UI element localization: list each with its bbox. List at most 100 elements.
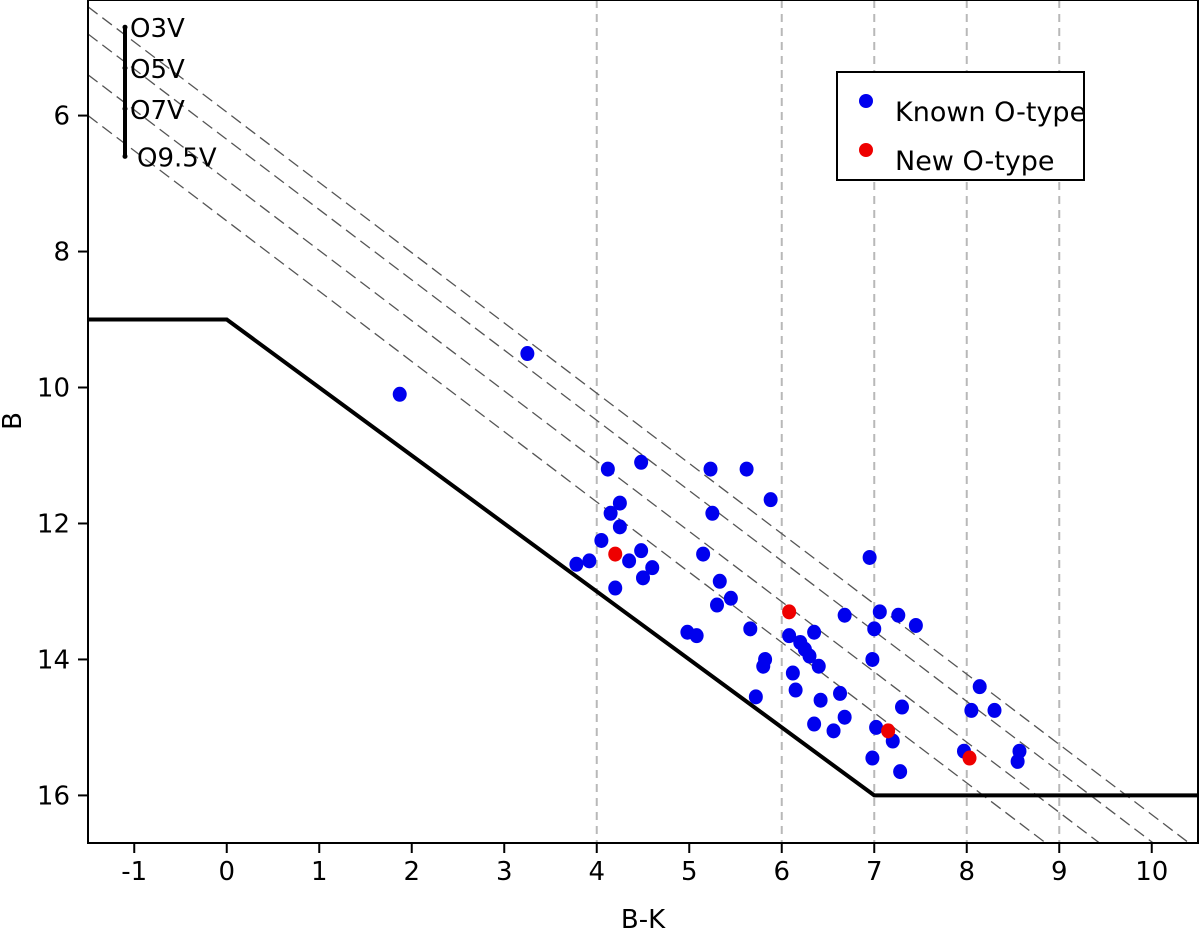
known-o-type-point [582, 553, 597, 569]
known-o-type-point [908, 617, 923, 633]
new-o-type-point [881, 723, 896, 739]
y-tick-label: 6 [53, 102, 70, 132]
known-o-type-point [634, 454, 649, 470]
known-o-type-point [782, 628, 797, 644]
legend: Known O-type New O-type [836, 71, 1086, 181]
known-o-type-point [862, 549, 877, 565]
known-o-type-point [811, 658, 826, 674]
x-tick-label: 10 [1135, 857, 1168, 887]
seq-point-o9-5v [122, 153, 128, 159]
new-o-type-point [608, 546, 623, 562]
x-tick-label: 5 [681, 857, 698, 887]
known-o-type-point [869, 719, 884, 735]
seq-point-o5v [122, 65, 128, 71]
x-axis-title: B-K [621, 905, 666, 933]
known-o-type-point [865, 750, 880, 766]
x-tick-label: 2 [403, 857, 420, 887]
y-axis-ticks: 6 8 10 12 14 16 [37, 102, 88, 811]
known-o-type-point [807, 624, 822, 640]
seq-point-o7v [122, 106, 128, 112]
y-axis-title: B [0, 412, 28, 430]
legend-label-new: New O-type [895, 146, 1055, 177]
known-o-type-point [785, 665, 800, 681]
legend-marker-known [859, 94, 873, 108]
known-o-type-point [802, 648, 817, 664]
legend-marker-new [859, 143, 873, 157]
known-o-type-point [833, 685, 848, 701]
reddening-lines [88, 6, 1191, 843]
known-o-type-point [636, 570, 650, 586]
new-o-type-point [782, 604, 797, 620]
known-o-type-point [696, 546, 711, 562]
known-o-type-point [1010, 753, 1025, 769]
known-o-type-point [837, 607, 852, 623]
known-o-type-point [710, 597, 724, 613]
known-o-type-point [837, 709, 852, 725]
known-o-type-point [612, 519, 627, 535]
seq-point-o3v [122, 24, 128, 30]
known-o-type-point [392, 386, 407, 402]
known-o-type-point [603, 505, 618, 521]
y-tick-label: 16 [37, 781, 70, 811]
known-o-type-point [689, 628, 704, 644]
seq-label-o3v: O3V [130, 14, 185, 44]
known-o-type-point [867, 621, 882, 637]
x-tick-label: 3 [496, 857, 513, 887]
known-o-type-point [826, 723, 841, 739]
known-o-type-point [608, 580, 623, 596]
known-o-type-point [634, 543, 649, 559]
main-sequence: O3V O5V O7V O9.5V [122, 14, 217, 173]
known-o-type-point [895, 699, 909, 715]
legend-label-known: Known O-type [895, 97, 1086, 128]
known-o-type-point [972, 679, 987, 695]
x-tick-label: 4 [588, 857, 605, 887]
known-o-type-point [645, 560, 660, 576]
known-o-type-point [712, 573, 727, 589]
magnitude-limit [88, 317, 1198, 798]
y-tick-label: 10 [37, 374, 70, 404]
known-o-type-point [763, 492, 778, 508]
known-o-type-point [739, 461, 754, 477]
known-o-type-point [612, 495, 627, 511]
known-o-type-point [594, 532, 609, 548]
known-o-type-point [758, 651, 773, 667]
new-o-type-point [962, 750, 977, 766]
reddening-line-o9-5v [88, 115, 1047, 843]
known-o-type-point [743, 621, 758, 637]
x-tick-label: 8 [958, 857, 975, 887]
known-o-type-point [705, 505, 720, 521]
reddening-line-o7v [88, 74, 1101, 843]
seq-label-o5v: O5V [130, 55, 185, 85]
x-tick-label: 1 [311, 857, 328, 887]
reddening-line-o5v [88, 33, 1155, 843]
known-o-type-point [748, 689, 763, 705]
known-o-type-point [600, 461, 615, 477]
limit-line [88, 317, 1198, 798]
known-o-type-point [964, 702, 979, 718]
legend-box [836, 71, 1085, 181]
reddening-line-o3v [88, 6, 1191, 843]
plot-frame [87, 0, 1199, 844]
known-o-type-point [703, 461, 718, 477]
data-points [392, 346, 1027, 780]
known-o-type-point [788, 682, 803, 698]
seq-label-o7v: O7V [130, 96, 185, 126]
x-tick-label: 7 [866, 857, 883, 887]
known-o-type-point [807, 716, 822, 732]
known-o-type-point [723, 590, 738, 606]
x-axis-ticks: -1 0 1 2 3 4 5 6 7 8 9 10 [121, 843, 1168, 887]
known-o-type-point [865, 651, 880, 667]
y-tick-label: 8 [53, 238, 70, 268]
x-tick-label: 9 [1051, 857, 1068, 887]
known-o-type-point [891, 607, 906, 623]
x-tick-label: 6 [773, 857, 790, 887]
known-o-type-point [872, 604, 887, 620]
known-o-type-point [813, 692, 828, 708]
known-o-type-point [569, 556, 584, 572]
y-tick-label: 14 [37, 645, 70, 675]
y-tick-label: 12 [37, 509, 70, 539]
known-o-type-point [520, 346, 535, 362]
known-o-type-point [622, 553, 637, 569]
known-o-type-point [893, 764, 908, 780]
